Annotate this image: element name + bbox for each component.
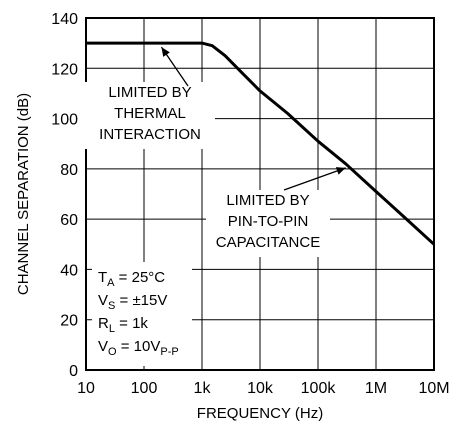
annotation-text: LIMITED BY bbox=[108, 84, 191, 101]
annotation-text: THERMAL bbox=[114, 105, 186, 122]
condition-line: RL = 1k bbox=[98, 315, 148, 335]
x-axis-title: FREQUENCY (Hz) bbox=[197, 405, 323, 422]
y-tick-label: 80 bbox=[60, 162, 78, 179]
plot-frame bbox=[85, 17, 435, 371]
x-tick-label: 10M bbox=[418, 380, 449, 397]
annotation-background bbox=[85, 82, 215, 149]
y-tick-label: 20 bbox=[60, 313, 78, 330]
series-line bbox=[86, 41, 436, 246]
annotation-arrowhead bbox=[161, 47, 170, 57]
condition-line: VS = ±15V bbox=[98, 292, 167, 312]
x-tick-label: 10 bbox=[77, 380, 95, 397]
x-tick-label: 1M bbox=[365, 380, 387, 397]
condition-line: VO = 10VP-P bbox=[98, 338, 179, 358]
y-tick-label: 120 bbox=[51, 61, 78, 78]
x-tick-label: 100k bbox=[301, 380, 337, 397]
y-tick-labels: 0 20 40 60 80 100 120 140 bbox=[51, 11, 78, 380]
conditions-background bbox=[92, 262, 192, 366]
test-conditions: TA = 25°C VS = ±15V RL = 1k VO = 10VP-P bbox=[92, 262, 192, 366]
y-tick-label: 60 bbox=[60, 212, 78, 229]
annotation-text: INTERACTION bbox=[99, 126, 201, 143]
annotation-text: CAPACITANCE bbox=[216, 234, 320, 251]
x-tick-label: 1k bbox=[194, 380, 212, 397]
annotation-background bbox=[206, 190, 330, 257]
x-tick-labels: 10 100 1k 10k 100k 1M 10M bbox=[77, 380, 449, 397]
annotation-arrowhead bbox=[335, 167, 346, 175]
annotations: LIMITED BY THERMAL INTERACTION LIMITED BY PI… bbox=[85, 46, 346, 257]
annotation-text: PIN-TO-PIN bbox=[228, 213, 309, 230]
x-tick-label: 100 bbox=[131, 380, 158, 397]
y-tick-label: 100 bbox=[51, 112, 78, 129]
y-tick-label: 140 bbox=[51, 11, 78, 28]
y-tick-label: 0 bbox=[69, 363, 78, 380]
annotation-arrow bbox=[283, 167, 346, 191]
y-tick-label: 40 bbox=[60, 262, 78, 279]
annotation-text: LIMITED BY bbox=[226, 192, 309, 209]
y-axis-title: CHANNEL SEPARATION (dB) bbox=[15, 93, 32, 295]
x-tick-label: 10k bbox=[247, 380, 274, 397]
condition-line: TA = 25°C bbox=[98, 269, 165, 289]
